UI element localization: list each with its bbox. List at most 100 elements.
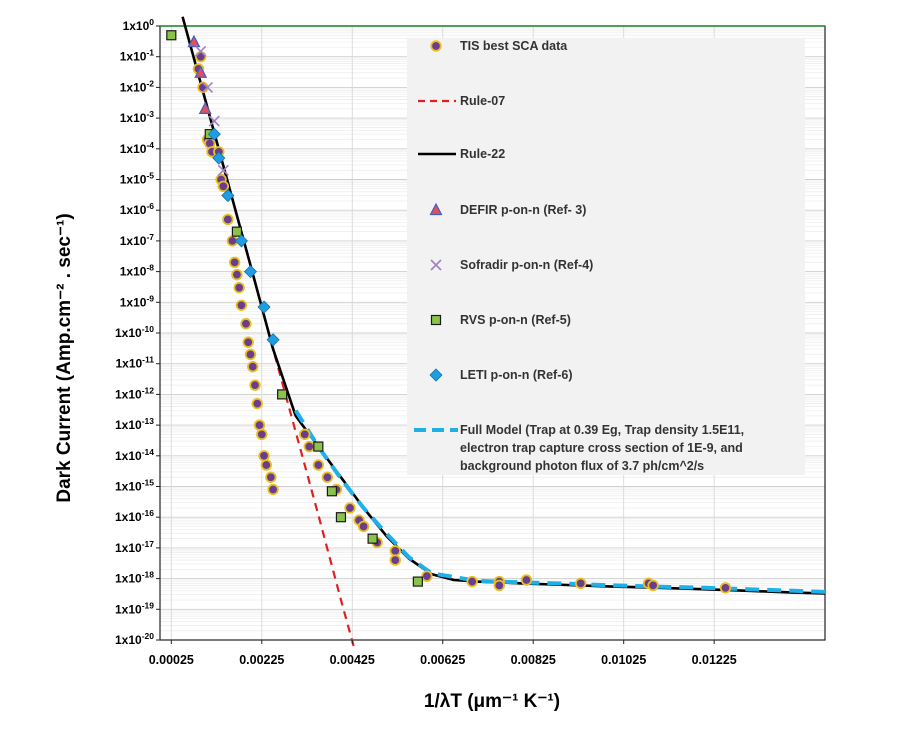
legend-label: LETI p-on-n (Ref-6) (460, 368, 572, 382)
defir-data-point (198, 101, 212, 114)
rvs-data-point (313, 441, 324, 452)
tis-data-point (217, 180, 230, 193)
tis-data-point (235, 299, 248, 311)
legend-swatch-triangle (429, 202, 443, 216)
tis-data-point (240, 318, 252, 330)
legend-swatch-x (430, 259, 442, 271)
y-tick-label: 1x10-18 (115, 570, 154, 586)
tis-data-point (228, 256, 241, 269)
rvs-data-point (166, 30, 177, 41)
tis-data-point (233, 281, 245, 294)
tis-data-point (267, 483, 279, 496)
rvs-data-point (231, 226, 243, 237)
tis-data-point (312, 459, 325, 471)
y-tick-label: 1x10-13 (115, 416, 154, 432)
y-tick-label: 1x10-6 (120, 201, 155, 217)
tis-data-point (251, 397, 263, 410)
tis-data-point (249, 379, 261, 391)
y-tick-label: 1x10-7 (120, 232, 155, 248)
y-tick-label: 1x10-20 (115, 631, 154, 647)
leti-data-point (243, 265, 258, 279)
sofradir-data-point (217, 164, 229, 176)
legend-swatch-diamond (429, 368, 443, 382)
x-tick-label: 0.00025 (149, 653, 194, 667)
y-tick-label: 1x10-2 (120, 78, 155, 94)
y-tick-label: 1x10-4 (120, 140, 155, 156)
tis-data-point (389, 554, 401, 566)
tis-data-point (466, 575, 478, 588)
leti-data-point (221, 188, 235, 203)
tis-data-point (197, 81, 209, 94)
defir-data-point (194, 65, 208, 78)
tis-data-point (195, 51, 207, 63)
tis-data-point (253, 419, 266, 431)
y-tick-label: 1x10-14 (115, 447, 154, 463)
leti-data-point (207, 127, 221, 141)
tis-data-point (247, 360, 259, 373)
tis-data-point (421, 570, 433, 582)
legend-label: DEFIR p-on-n (Ref- 3) (460, 203, 586, 217)
data-markers (166, 30, 732, 594)
x-tick-label: 0.00425 (330, 653, 375, 667)
tis-data-point (222, 213, 234, 226)
rvs-data-point (326, 486, 338, 497)
legend-label-line3: background photon flux of 3.7 ph/cm^2/s (460, 459, 704, 473)
tis-data-point (260, 459, 273, 471)
rvs-data-point (367, 533, 378, 544)
rvs-data-point (335, 512, 347, 523)
tis-data-point (321, 471, 334, 483)
legend-swatch-circle (430, 40, 442, 52)
y-axis-title: Dark Current (Amp.cm⁻² . sec⁻¹) (54, 213, 75, 502)
tis-data-point (520, 574, 533, 586)
tis-data-point (647, 579, 659, 592)
tis-data-point (575, 577, 587, 590)
tis-data-point (719, 582, 732, 594)
defir-data-point (187, 34, 201, 48)
y-tick-label: 1x10-5 (120, 171, 155, 187)
y-tick-label: 1x10-3 (120, 109, 155, 125)
tis-data-point (299, 428, 311, 441)
tis-data-point (256, 428, 268, 441)
rvs-data-point (412, 576, 423, 587)
y-tick-label: 1x10-8 (120, 263, 155, 279)
y-tick-label: 1x10-12 (115, 385, 154, 401)
legend: TIS best SCA data Rule-07 Rule-22 DEFIR p-o… (414, 39, 744, 473)
y-axis-ticks: 1x100 1x10-1 1x10-2 1x10-3 1x10-4 1x10-5 1x10-… (115, 17, 160, 647)
tis-data-point (344, 502, 356, 514)
x-tick-label: 0.01025 (601, 653, 646, 667)
sofradir-data-point (201, 81, 214, 93)
tis-data-point (389, 545, 401, 557)
legend-label: Rule-07 (460, 94, 505, 108)
x-tick-label: 0.00825 (511, 653, 556, 667)
x-tick-label: 0.01225 (692, 653, 737, 667)
y-tick-label: 1x10-17 (115, 539, 154, 555)
y-tick-label: 1x10-16 (115, 508, 154, 524)
tis-data-point (493, 579, 505, 592)
legend-label-line2: electron trap capture cross section of 1… (460, 441, 743, 455)
x-tick-label: 0.00225 (239, 653, 284, 667)
tis-data-point (231, 268, 243, 281)
leti-data-point (212, 151, 226, 165)
legend-label: Sofradir p-on-n (Ref-4) (460, 258, 593, 272)
y-tick-label: 1x10-19 (115, 600, 154, 616)
sofradir-data-point (208, 115, 220, 127)
legend-box (407, 38, 805, 475)
legend-label: Rule-22 (460, 147, 505, 161)
y-tick-label: 1x10-11 (115, 355, 154, 371)
leti-data-point (257, 300, 271, 314)
legend-label: TIS best SCA data (460, 39, 568, 53)
tis-data-point (242, 336, 254, 348)
legend-swatch-square (430, 314, 442, 326)
tis-data-point (265, 471, 277, 483)
rvs-data-point (277, 389, 288, 400)
leti-data-point (234, 234, 248, 248)
y-tick-label: 1x10-1 (120, 48, 155, 64)
legend-background (407, 38, 805, 475)
tis-data-point (244, 348, 257, 361)
tis-data-point (258, 450, 270, 462)
tis-data-point (357, 520, 370, 533)
y-tick-label: 1x10-10 (115, 324, 154, 340)
x-axis-title: 1/λT (μm⁻¹ K⁻¹) (424, 691, 560, 712)
legend-label: Full Model (Trap at 0.39 Eg, Trap densit… (460, 423, 744, 437)
